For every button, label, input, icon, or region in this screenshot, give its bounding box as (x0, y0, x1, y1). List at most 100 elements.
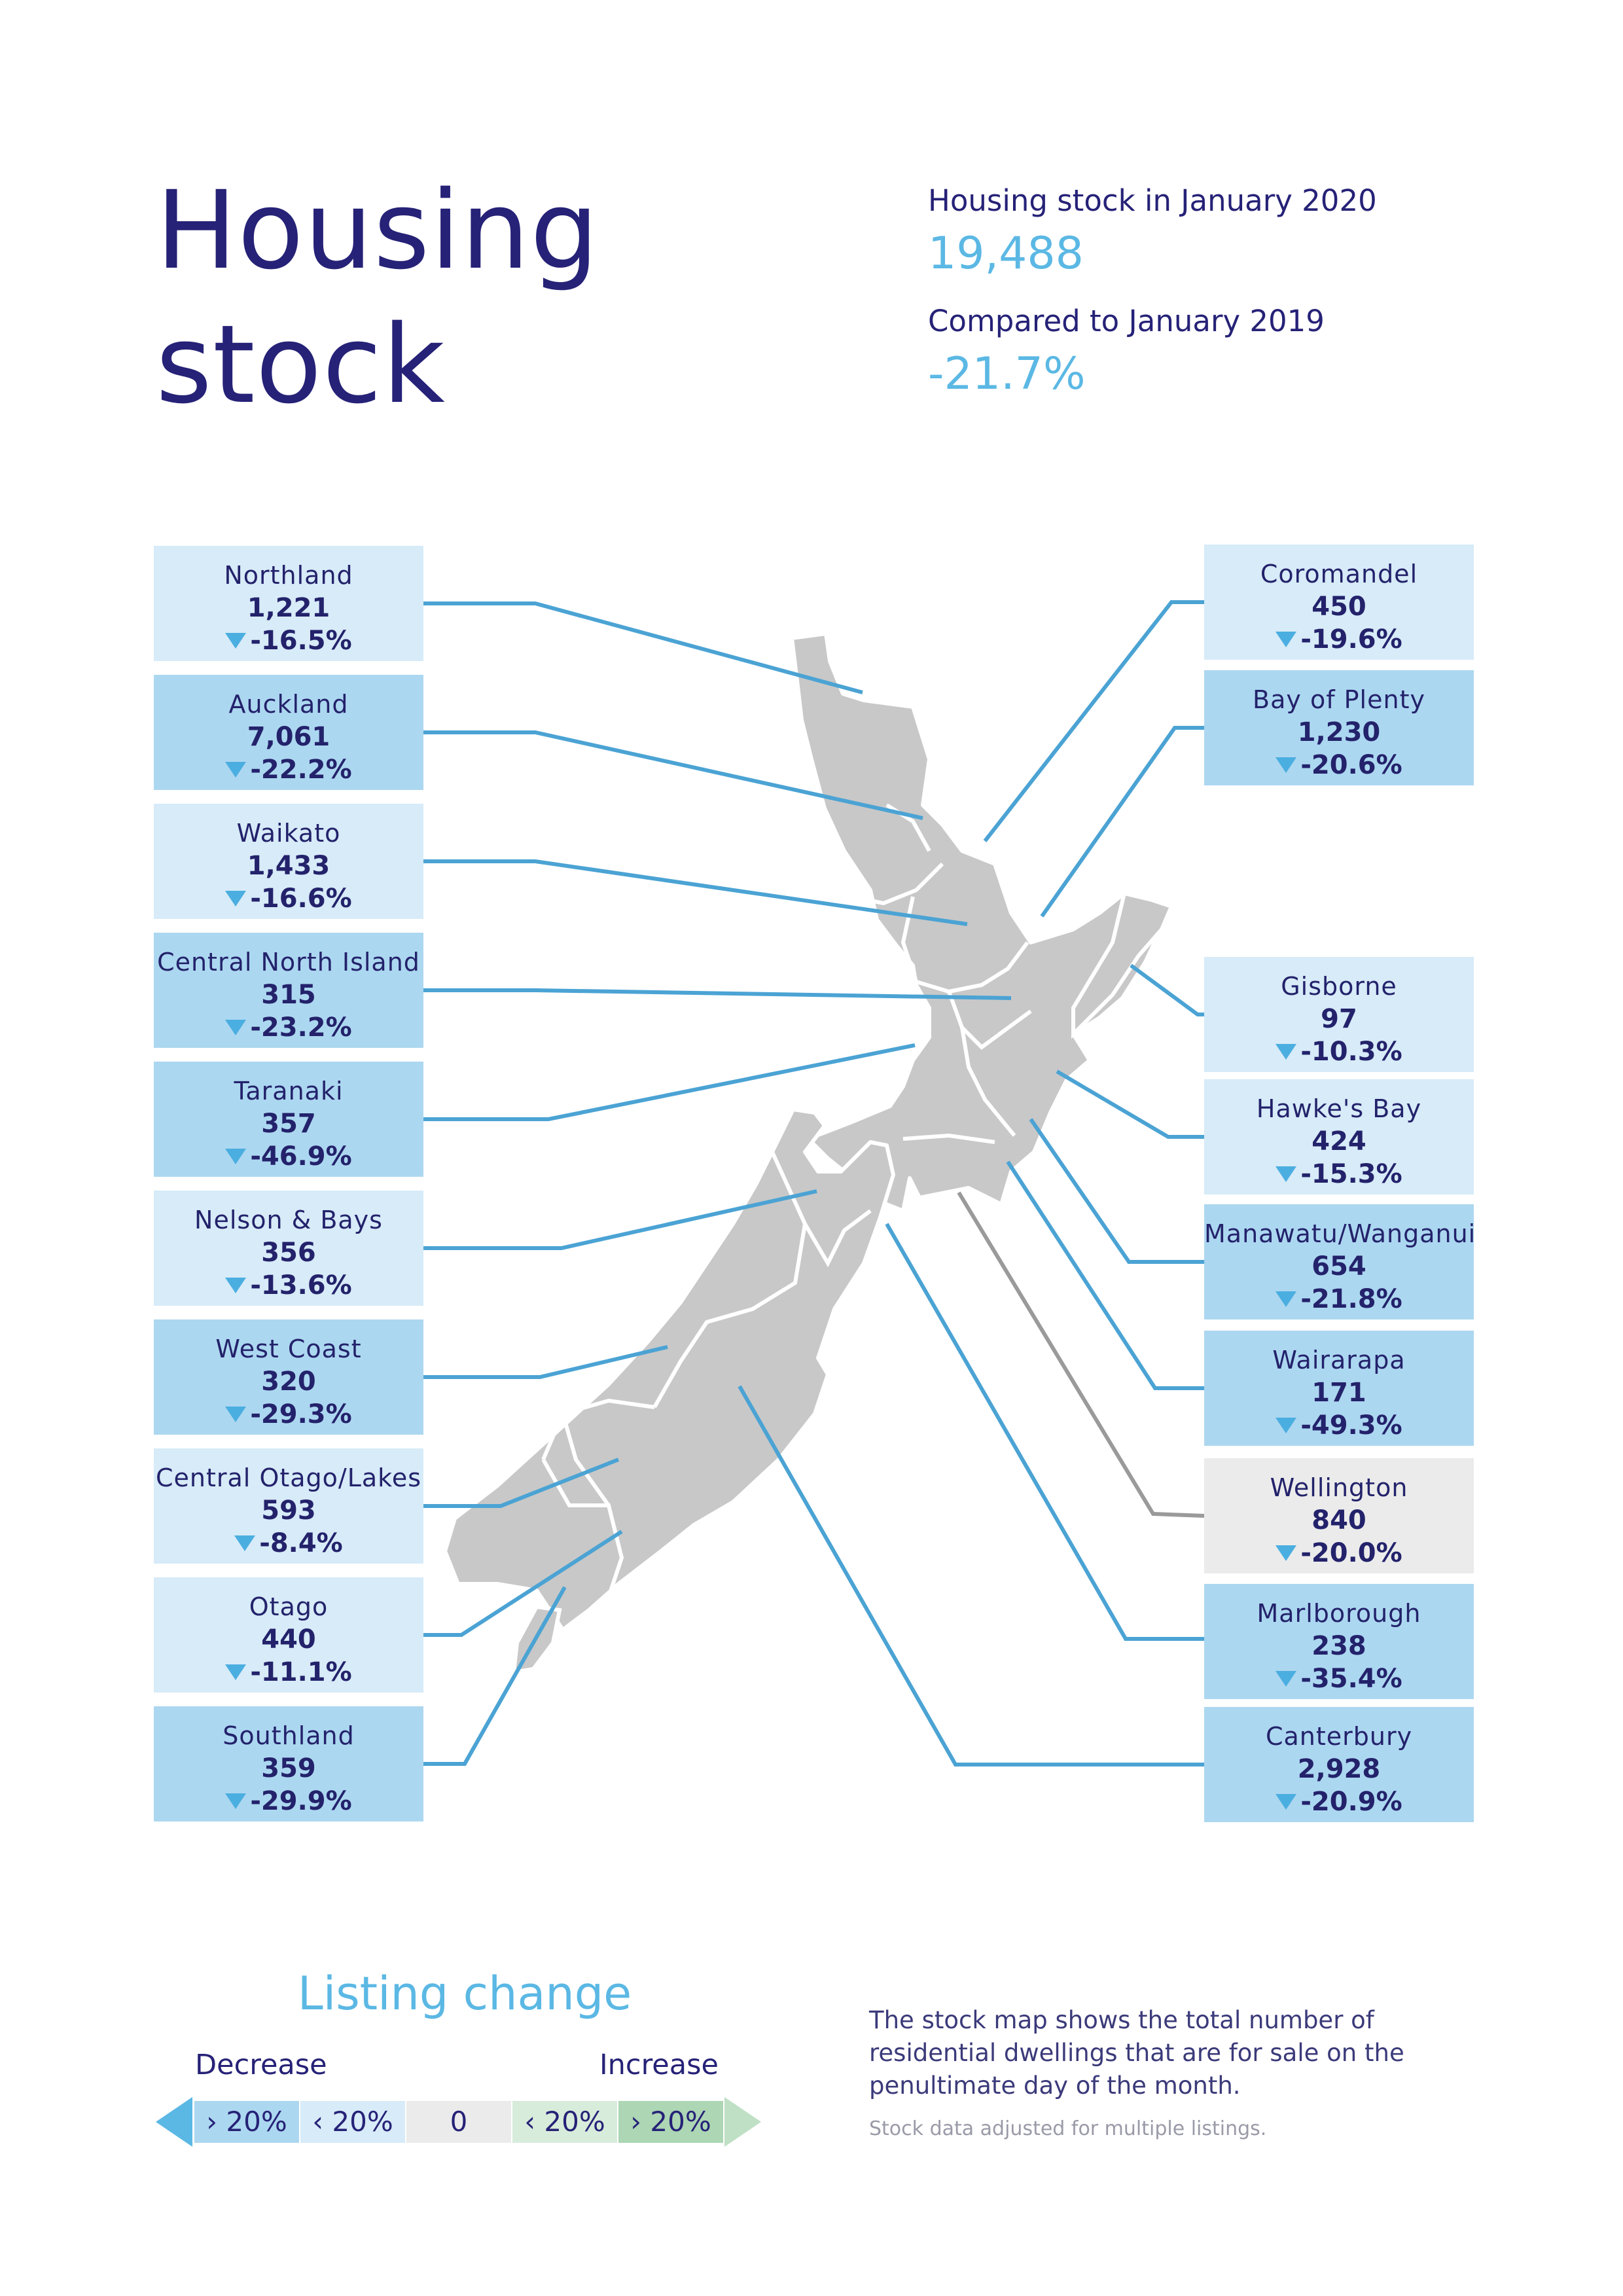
region-name: Gisborne (1281, 972, 1397, 1001)
down-triangle-icon (225, 891, 247, 906)
legend-cell-0: › 20% (194, 2101, 299, 2143)
region-change-value: -29.9% (250, 1786, 352, 1816)
region-box-left-0: Northland 1,221 -16.5% (154, 546, 423, 661)
region-change-value: -22.2% (250, 755, 352, 785)
region-name: Otago (249, 1592, 329, 1621)
region-name: West Coast (215, 1335, 362, 1363)
region-name: Auckland (228, 690, 349, 719)
region-box-right-1: Bay of Plenty 1,230 -20.6% (1204, 670, 1474, 785)
legend-cell-4: › 20% (618, 2101, 723, 2143)
legend-cell-3: ‹ 20% (512, 2101, 617, 2143)
down-triangle-icon (1275, 1545, 1297, 1561)
region-box-right-3: Hawke's Bay 424 -15.3% (1204, 1079, 1474, 1194)
region-box-left-1: Auckland 7,061 -22.2% (154, 675, 423, 790)
region-box-right-4: Manawatu/Wanganui 654 -21.8% (1204, 1204, 1475, 1319)
region-box-right-5: Wairarapa 171 -49.3% (1204, 1331, 1474, 1446)
region-change: -16.6% (154, 882, 423, 915)
region-change-value: -11.1% (250, 1657, 352, 1687)
region-box-right-6: Wellington 840 -20.0% (1204, 1458, 1474, 1573)
region-box-left-6: West Coast 320 -29.3% (154, 1319, 423, 1435)
region-change-value: -8.4% (259, 1528, 343, 1558)
region-change-value: -16.6% (250, 884, 352, 914)
wellington-connector (957, 1191, 1205, 1518)
region-change: -15.3% (1204, 1158, 1474, 1191)
region-change: -20.0% (1204, 1537, 1474, 1570)
region-name: Nelson & Bays (194, 1206, 383, 1234)
region-stock-value: 2,928 (1297, 1754, 1381, 1784)
north-island-shape (790, 632, 1173, 1213)
region-change: -23.2% (154, 1011, 423, 1044)
region-change-value: -23.2% (250, 1013, 352, 1043)
legend-cell-2: 0 (406, 2101, 511, 2143)
down-triangle-icon (225, 762, 247, 778)
region-name: Canterbury (1265, 1722, 1413, 1751)
region-stock-value: 357 (261, 1109, 316, 1139)
legend-right-arrow-icon (724, 2097, 761, 2147)
region-stock-value: 593 (261, 1496, 316, 1526)
legend-cell-1: ‹ 20% (300, 2101, 405, 2143)
compare-label: Compared to January 2019 (928, 304, 1325, 338)
region-name: Marlborough (1257, 1599, 1421, 1628)
down-triangle-icon (225, 633, 247, 649)
down-triangle-icon (1275, 1671, 1297, 1687)
region-box-left-5: Nelson & Bays 356 -13.6% (154, 1191, 423, 1306)
region-change: -19.6% (1204, 623, 1474, 656)
region-box-right-2: Gisborne 97 -10.3% (1204, 957, 1474, 1072)
region-change: -20.6% (1204, 749, 1474, 781)
region-box-left-7: Central Otago/Lakes 593 -8.4% (154, 1448, 423, 1564)
down-triangle-icon (1275, 1044, 1297, 1060)
region-change: -35.4% (1204, 1662, 1474, 1695)
down-triangle-icon (1275, 1291, 1297, 1307)
down-triangle-icon (1275, 632, 1297, 647)
region-change-value: -15.3% (1300, 1159, 1402, 1189)
region-name: Southland (223, 1721, 355, 1750)
region-box-right-7: Marlborough 238 -35.4% (1204, 1584, 1474, 1699)
south-island-shape (443, 1107, 895, 1632)
region-change-value: -13.6% (250, 1270, 352, 1300)
region-box-left-8: Otago 440 -11.1% (154, 1577, 423, 1693)
region-stock-value: 171 (1311, 1378, 1366, 1408)
legend-decrease-label: Decrease (195, 2049, 327, 2081)
stock-value: 19,488 (928, 228, 1084, 279)
region-name: Central Otago/Lakes (156, 1463, 421, 1492)
region-change: -21.8% (1204, 1283, 1474, 1316)
region-name: Wairarapa (1272, 1346, 1406, 1374)
down-triangle-icon (225, 1664, 247, 1680)
region-change: -20.9% (1204, 1785, 1474, 1818)
region-change: -22.2% (154, 753, 423, 786)
region-stock-value: 238 (1311, 1631, 1366, 1661)
region-change: -46.9% (154, 1140, 423, 1173)
east-cape-shape (1071, 891, 1175, 1039)
region-stock-value: 1,230 (1297, 717, 1381, 747)
down-triangle-icon (1275, 757, 1297, 773)
region-stock-value: 97 (1321, 1004, 1357, 1034)
region-change: -49.3% (1204, 1409, 1474, 1442)
region-change: -29.9% (154, 1785, 423, 1818)
down-triangle-icon (225, 1407, 247, 1422)
region-change: -10.3% (1204, 1035, 1474, 1068)
region-stock-value: 424 (1311, 1126, 1366, 1157)
down-triangle-icon (225, 1278, 247, 1293)
down-triangle-icon (225, 1020, 247, 1035)
down-triangle-icon (225, 1149, 247, 1164)
down-triangle-icon (1275, 1166, 1297, 1182)
region-name: Central North Island (157, 948, 420, 977)
region-stock-value: 356 (261, 1238, 316, 1268)
legend-increase-label: Increase (599, 2049, 719, 2081)
region-box-right-0: Coromandel 450 -19.6% (1204, 545, 1474, 660)
region-change-value: -29.3% (250, 1399, 352, 1429)
region-change: -8.4% (154, 1527, 423, 1560)
down-triangle-icon (234, 1535, 256, 1551)
footnote: The stock map shows the total number of … (869, 2006, 1404, 2100)
region-stock-value: 654 (1311, 1251, 1366, 1282)
region-change-value: -20.6% (1300, 750, 1402, 780)
down-triangle-icon (225, 1793, 247, 1809)
region-change: -13.6% (154, 1269, 423, 1302)
region-stock-value: 359 (261, 1753, 316, 1784)
region-change-value: -20.9% (1300, 1787, 1402, 1817)
region-box-left-3: Central North Island 315 -23.2% (154, 933, 423, 1048)
region-name: Northland (224, 561, 353, 590)
down-triangle-icon (1275, 1794, 1297, 1810)
down-triangle-icon (1275, 1418, 1297, 1433)
